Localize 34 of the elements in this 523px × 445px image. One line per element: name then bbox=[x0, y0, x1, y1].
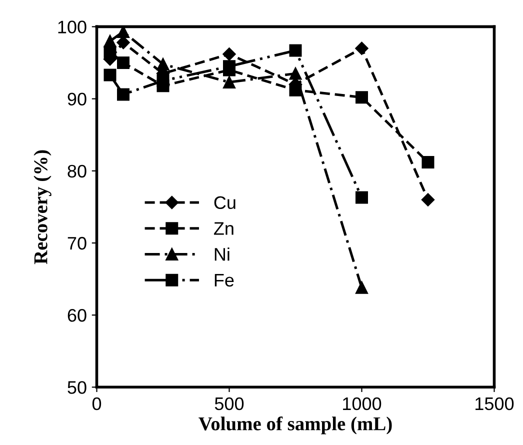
y-tick-label: 60 bbox=[68, 308, 86, 322]
point bbox=[289, 44, 302, 57]
point bbox=[117, 26, 130, 38]
point bbox=[104, 68, 116, 82]
y-tick-label: 100 bbox=[58, 20, 86, 34]
point bbox=[222, 48, 236, 61]
point bbox=[223, 76, 236, 88]
x-tick-label: 1500 bbox=[476, 397, 514, 410]
y-tick-label: 70 bbox=[68, 236, 86, 250]
point bbox=[421, 193, 435, 206]
point bbox=[289, 67, 302, 80]
point bbox=[355, 191, 368, 204]
legend-label: Cu bbox=[214, 196, 236, 210]
point bbox=[104, 34, 116, 48]
point bbox=[289, 84, 302, 96]
x-tick-label: 0 bbox=[92, 397, 102, 410]
point bbox=[117, 56, 130, 69]
y-tick-label: 80 bbox=[68, 164, 86, 178]
legend-label: Zn bbox=[214, 222, 234, 235]
point bbox=[355, 91, 368, 104]
legend-label: Fe bbox=[214, 274, 234, 287]
point bbox=[355, 281, 368, 294]
point bbox=[422, 156, 434, 168]
legend-label: Ni bbox=[214, 247, 230, 261]
point bbox=[117, 88, 130, 101]
y-tick-label: 90 bbox=[68, 92, 86, 106]
x-axis-title: Volume of sample (mL) bbox=[198, 416, 392, 434]
y-axis-title: Recovery (%) bbox=[34, 150, 52, 264]
x-tick-label: 1000 bbox=[343, 397, 382, 410]
x-tick-label: 500 bbox=[214, 397, 244, 410]
point bbox=[156, 58, 170, 70]
point bbox=[355, 42, 368, 55]
point bbox=[156, 74, 170, 88]
y-tick-label: 50 bbox=[68, 381, 86, 394]
